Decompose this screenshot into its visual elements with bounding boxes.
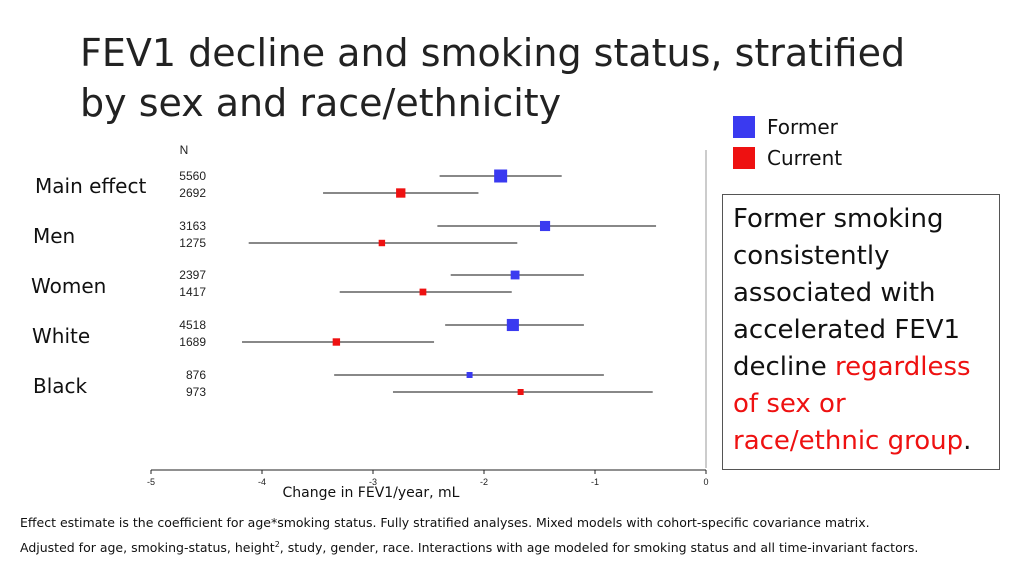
footnote-superscript: 2	[274, 540, 280, 549]
x-axis-label: Change in FEV1/year, mL	[283, 485, 460, 501]
legend-swatch-former	[733, 116, 755, 138]
x-tick-label-2: -3	[369, 477, 377, 487]
point-black-former	[466, 372, 473, 378]
n-white-current: 1689	[179, 335, 206, 349]
footnote: Effect estimate is the coefficient for a…	[20, 512, 1020, 559]
x-tick-label-1: -4	[258, 477, 266, 487]
n-column-header: N	[180, 143, 189, 157]
n-men-former: 3163	[179, 219, 206, 233]
point-men-current	[378, 239, 386, 247]
footnote-line-2: Adjusted for age, smoking-status, height…	[20, 534, 1020, 559]
n-men-current: 1275	[179, 236, 206, 250]
group-label-main-effect: Main effect	[35, 174, 146, 198]
n-white-former: 4518	[179, 318, 206, 332]
point-main-effect-current	[396, 188, 406, 198]
group-label-black: Black	[33, 374, 88, 398]
callout-end: .	[963, 426, 972, 456]
point-men-former	[539, 220, 551, 232]
n-main-effect-current: 2692	[179, 186, 206, 200]
n-women-current: 1417	[179, 285, 206, 299]
n-black-current: 973	[186, 385, 206, 399]
callout-highlight: regardless of sex or race/ethnic group	[733, 352, 971, 456]
x-tick-label-0: -5	[147, 477, 155, 487]
point-women-current	[419, 288, 427, 296]
footnote-line-2b: , study, gender, race. Interactions with…	[279, 540, 919, 556]
legend-swatch-current	[733, 147, 755, 169]
point-main-effect-former	[494, 169, 508, 183]
callout-box: Former smoking consistently associated w…	[722, 194, 1000, 470]
point-women-former	[510, 270, 520, 280]
callout-text: Former smoking consistently associated w…	[733, 204, 961, 382]
group-label-white: White	[32, 324, 90, 348]
legend-item-current: Current	[733, 146, 842, 170]
legend-label-former: Former	[767, 115, 838, 139]
n-women-former: 2397	[179, 268, 206, 282]
n-main-effect-former: 5560	[179, 169, 206, 183]
point-black-current	[517, 389, 524, 395]
footnote-line-1: Effect estimate is the coefficient for a…	[20, 515, 870, 530]
x-tick-label-5: 0	[703, 477, 708, 487]
n-black-former: 876	[186, 368, 206, 382]
group-label-men: Men	[33, 224, 75, 248]
x-tick-label-4: -1	[591, 477, 599, 487]
x-tick-label-3: -2	[480, 477, 488, 487]
point-white-current	[332, 338, 341, 346]
point-white-former	[506, 318, 519, 332]
legend-label-current: Current	[767, 146, 843, 170]
group-label-women: Women	[31, 274, 106, 298]
slide-title: FEV1 decline and smoking status, stratif…	[80, 31, 906, 125]
legend-item-former: Former	[733, 115, 838, 139]
footnote-line-2a: Adjusted for age, smoking-status, height	[20, 540, 275, 556]
